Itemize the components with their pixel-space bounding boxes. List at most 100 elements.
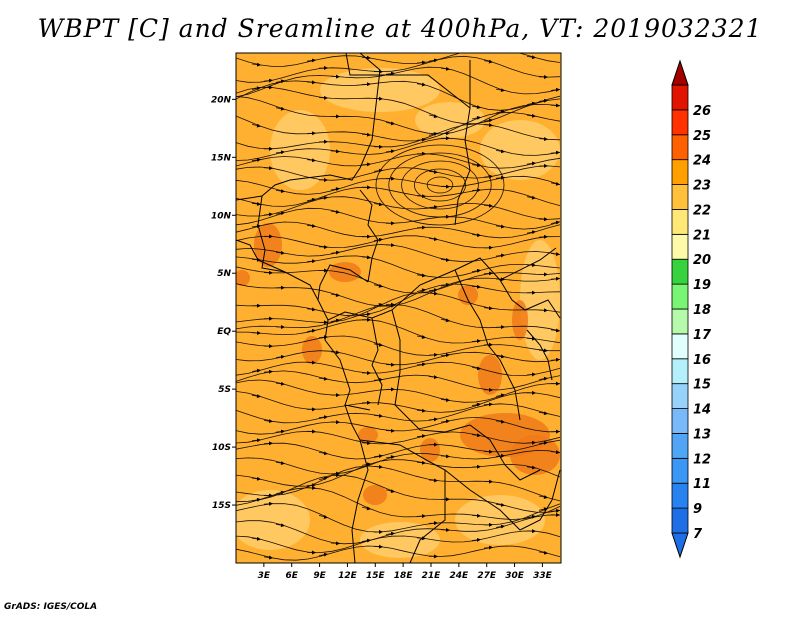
wbpt-light-patch [455,495,545,545]
colorbar-swatch [671,283,689,310]
streamline-arrow [538,550,548,555]
country-border [454,107,471,226]
streamline-arrow [483,271,493,276]
streamline-arrow [251,62,261,67]
streamline-arrow [538,98,548,103]
streamline-vortex [413,168,466,202]
streamline-arrow [373,544,383,549]
streamline-arrow [526,113,536,118]
streamline [236,403,561,424]
streamline-arrow [306,307,316,312]
streamline [236,186,561,207]
streamline-arrow [440,66,450,71]
country-border [257,195,286,273]
streamline-arrow [526,336,536,341]
streamline [236,255,561,279]
streamline-arrow [251,86,261,91]
streamline-arrow [428,205,438,210]
wbpt-light-patch [520,240,560,360]
streamline-arrow [550,508,560,513]
streamline-arrow [550,252,560,257]
streamline-arrow [495,88,505,93]
streamline-vortex [388,152,492,218]
streamline-arrow [330,149,340,154]
wbpt-warm-patch [329,262,361,282]
streamline-arrow [483,59,493,64]
streamline-arrow [471,115,481,120]
lat-tick-label: 10N [211,211,232,221]
country-border [526,329,553,381]
streamline [236,335,560,356]
streamline-arrow [440,353,450,358]
colorbar-label: 12 [693,452,711,467]
colorbar-swatch [671,308,689,335]
streamline-arrow [550,181,560,186]
streamline-arrow [251,201,261,206]
streamline-vortex [426,176,454,194]
colorbar-label: 25 [693,129,711,144]
streamline-arrow [318,335,328,340]
streamline-arrow [428,132,438,137]
streamline-arrow [428,58,438,63]
colorbar-swatch [671,159,689,185]
wbpt-warm-patch [236,270,250,286]
streamline-arrow [373,464,383,469]
lon-tick-label: 18E [394,571,414,581]
streamline [236,86,561,125]
streamline [236,503,561,533]
streamline-arrow [538,411,548,416]
streamline-arrow [495,393,505,398]
streamline [236,439,561,460]
streamline-arrow [550,87,560,92]
streamline-arrow [471,433,481,438]
grads-credit: GrADS: IGES/COLA [4,602,98,612]
wbpt-warm-patch [458,285,478,305]
lon-tick-label: 33E [533,571,553,581]
streamline-arrow [251,123,261,128]
streamline-arrow [440,398,450,403]
streamline [236,221,561,239]
lat-tick-label: 15N [211,153,232,163]
streamline-arrow [385,149,395,154]
colorbar-label: 7 [693,527,703,542]
streamline [236,361,561,377]
streamline-arrow [526,514,536,519]
streamline-arrow [373,202,383,207]
colorbar-label: 26 [693,104,711,119]
streamline-arrow [318,415,328,420]
streamline-arrow [428,291,438,296]
streamlines [236,53,561,561]
streamline-arrow [428,478,438,483]
streamline-arrow [416,82,426,87]
colorbar-label: 19 [693,278,711,293]
lat-tick-label: 15S [212,501,231,511]
streamline-arrow [538,440,548,445]
streamline [236,165,561,181]
colorbar-label: 17 [693,328,712,343]
streamline-arrow [483,402,493,407]
streamline-arrow [538,495,548,499]
colorbar-swatch [671,184,689,210]
streamline-arrow [495,109,505,114]
streamline-arrow [416,362,426,367]
streamline-arrow [471,268,481,273]
streamline-arrow [275,189,285,194]
streamline-arrow [526,230,536,235]
streamline [236,112,561,142]
streamline-arrow [471,105,481,110]
streamline-arrow [538,376,548,381]
colorbar-label: 22 [693,203,711,218]
streamline-arrow [416,536,426,541]
streamline [236,53,561,67]
streamline-arrow [330,293,340,298]
streamline [236,196,561,220]
streamline-arrow [318,552,328,557]
streamline-arrow [416,335,426,339]
country-border [391,309,471,433]
streamline-arrow [495,253,505,258]
lon-tick-label: 15E [366,571,386,581]
wbpt-warm-patch [510,435,560,475]
streamline-arrow [385,121,395,126]
streamline [236,430,561,445]
streamline-arrow [306,197,316,202]
